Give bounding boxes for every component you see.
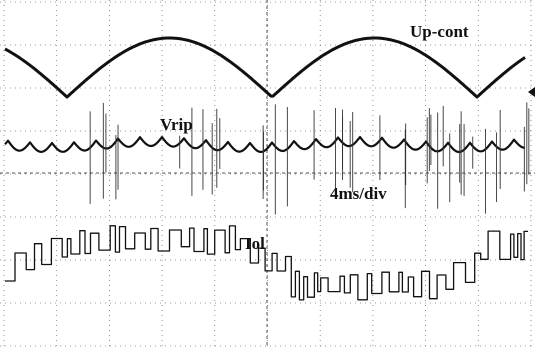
trace-label: Vrip (160, 115, 193, 134)
timebase-label: 4ms/div (330, 184, 387, 203)
trace-label: Iol (245, 234, 265, 253)
oscilloscope-screen: Up-cont Vrip 4ms/div Iol (0, 0, 535, 347)
trace-label: Up-cont (410, 22, 469, 41)
